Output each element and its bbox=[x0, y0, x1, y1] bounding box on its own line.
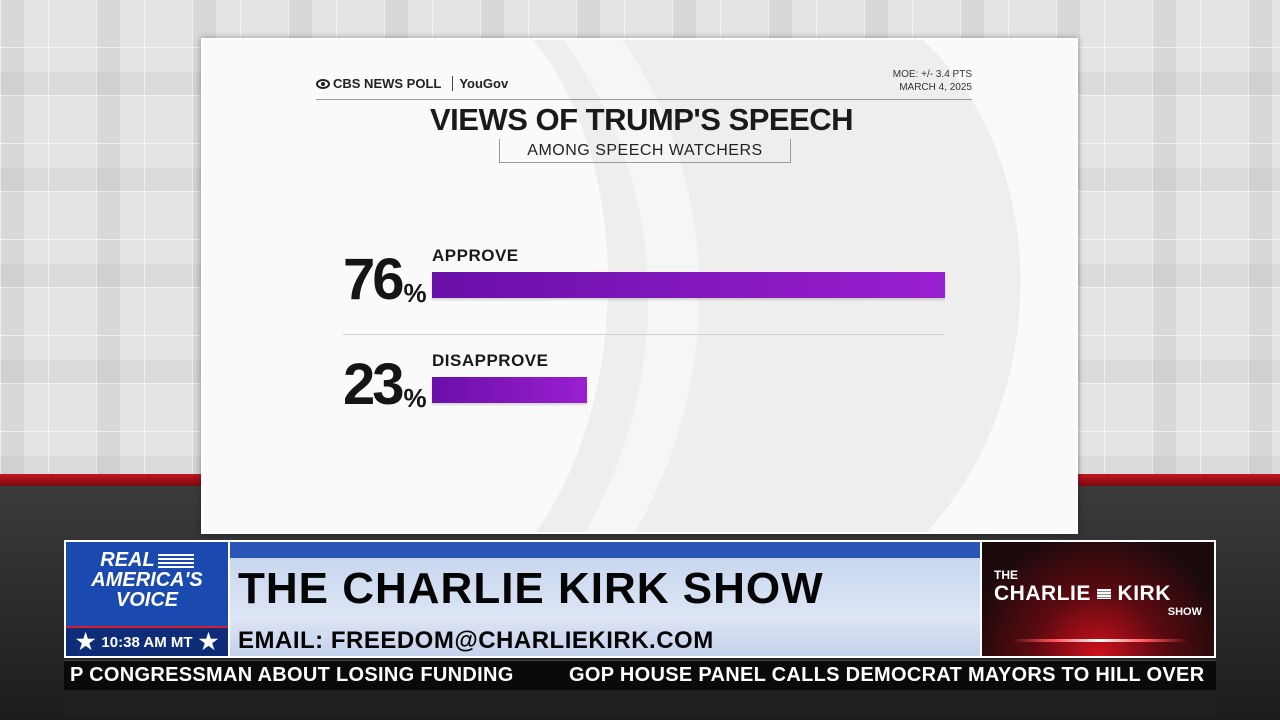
cbs-logo: CBS NEWS POLL YouGov bbox=[316, 76, 508, 91]
network-logo: REAL AMERICA'S VOICE bbox=[66, 550, 228, 610]
poll-header: CBS NEWS POLL YouGov MOE: +/- 3.4 PTS MA… bbox=[316, 69, 972, 100]
ticker-bottom-bar bbox=[64, 690, 1216, 716]
news-ticker: P CONGRESSMAN ABOUT LOSING FUNDING GOP H… bbox=[64, 660, 1216, 690]
star-icon: ★ bbox=[198, 629, 219, 654]
show-logo-show: SHOW bbox=[1167, 606, 1202, 618]
show-logo: THE CHARLIE KIRK SHOW bbox=[980, 540, 1216, 658]
show-logo-first: CHARLIE bbox=[994, 582, 1091, 605]
percent-sign: % bbox=[403, 278, 427, 308]
poll-title: VIEWS OF TRUMP'S SPEECH bbox=[429, 102, 854, 137]
poll-subtitle: AMONG SPEECH WATCHERS bbox=[499, 139, 791, 163]
clock-time: 10:38 AM MT bbox=[101, 633, 193, 651]
show-logo-the: THE bbox=[994, 568, 1018, 582]
disapprove-label: DISAPPROVE bbox=[432, 351, 549, 370]
poll-date: MARCH 4, 2025 bbox=[899, 82, 972, 93]
clock-bar: ★ 10:38 AM MT ★ bbox=[66, 626, 228, 656]
percent-sign: % bbox=[403, 383, 427, 413]
flag-icon bbox=[1097, 589, 1112, 600]
poll-graphic: CBS NEWS POLL YouGov MOE: +/- 3.4 PTS MA… bbox=[201, 38, 1078, 534]
yougov-logo: YouGov bbox=[452, 76, 508, 91]
star-icon: ★ bbox=[75, 629, 96, 654]
disapprove-percent: 23% bbox=[343, 351, 427, 418]
show-email: EMAIL: FREEDOM@CHARLIEKIRK.COM bbox=[238, 627, 714, 654]
bar-row-disapprove: 23% DISAPPROVE bbox=[203, 351, 1076, 421]
approve-percent: 76% bbox=[343, 246, 427, 313]
show-logo-name: CHARLIE KIRK bbox=[994, 582, 1171, 606]
show-logo-last: KIRK bbox=[1117, 582, 1171, 605]
poll-meta: MOE: +/- 3.4 PTS MARCH 4, 2025 bbox=[893, 68, 972, 94]
approve-value: 76 bbox=[343, 247, 404, 312]
bar-row-approve: 76% APPROVE bbox=[203, 246, 1076, 316]
email-bar: EMAIL: FREEDOM@CHARLIEKIRK.COM bbox=[230, 620, 980, 658]
logo-glow bbox=[1012, 639, 1188, 642]
poll-source: CBS NEWS POLL bbox=[333, 76, 442, 91]
network-logo-box: REAL AMERICA'S VOICE ★ 10:38 AM MT ★ bbox=[64, 540, 230, 658]
approve-label: APPROVE bbox=[432, 246, 519, 265]
flag-icon bbox=[157, 553, 194, 568]
disapprove-bar bbox=[432, 377, 587, 403]
ticker-item: GOP HOUSE PANEL CALLS DEMOCRAT MAYORS TO… bbox=[569, 664, 1205, 686]
approve-bar bbox=[432, 272, 945, 298]
cbs-eye-icon bbox=[316, 78, 330, 89]
ticker-item: P CONGRESSMAN ABOUT LOSING FUNDING bbox=[70, 664, 514, 686]
row-divider bbox=[343, 334, 945, 335]
show-title: THE CHARLIE KIRK SHOW bbox=[238, 564, 824, 613]
network-logo-line1: REAL bbox=[100, 549, 155, 571]
disapprove-value: 23 bbox=[343, 352, 404, 417]
show-title-bar: THE CHARLIE KIRK SHOW bbox=[230, 540, 980, 620]
margin-of-error: MOE: +/- 3.4 PTS bbox=[892, 69, 972, 80]
lower-third: REAL AMERICA'S VOICE ★ 10:38 AM MT ★ THE… bbox=[64, 540, 1216, 660]
network-logo-line3: VOICE bbox=[115, 589, 179, 611]
network-logo-line2: AMERICA'S bbox=[91, 569, 203, 591]
